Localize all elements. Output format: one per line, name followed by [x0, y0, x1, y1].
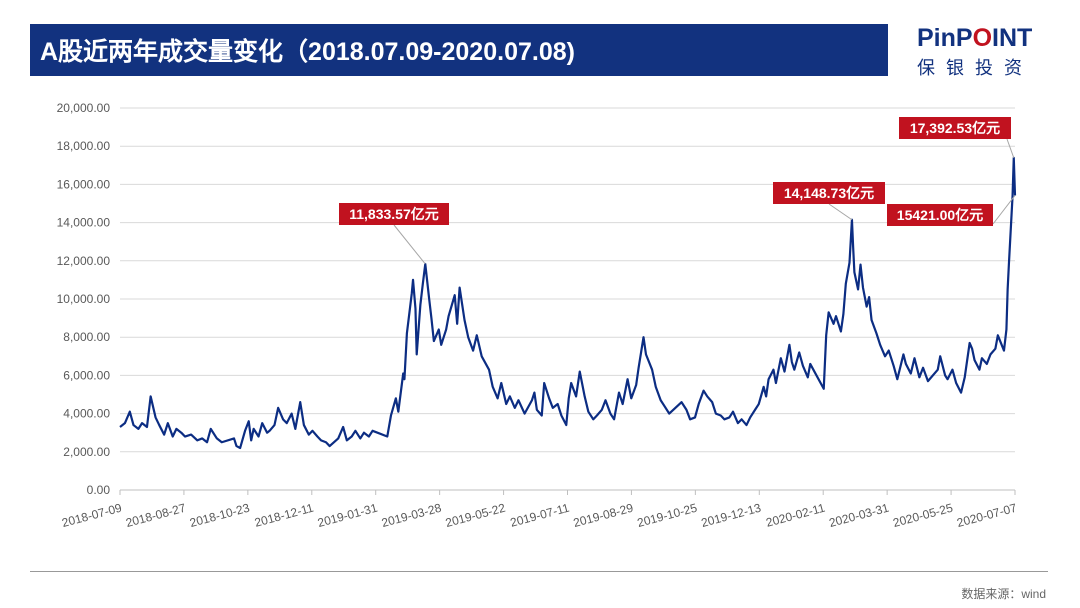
y-tick-label: 0.00: [87, 483, 111, 497]
title-bar: A股近两年成交量变化（2018.07.09-2020.07.08): [30, 24, 888, 76]
x-tick-label: 2020-05-25: [891, 501, 954, 530]
x-tick-label: 2018-10-23: [188, 501, 251, 530]
annotation-leader-line: [992, 195, 1016, 225]
annotation-leader-line: [1006, 138, 1015, 158]
series-line: [119, 156, 1017, 450]
annotation-label: 11,833.57亿元: [349, 206, 439, 222]
x-tick-label: 2020-03-31: [827, 501, 890, 530]
x-tick-label: 2019-10-25: [636, 501, 699, 530]
y-tick-label: 12,000.00: [57, 254, 111, 268]
x-tick-label: 2019-08-29: [572, 501, 635, 530]
x-tick-label: 2018-07-09: [60, 501, 123, 530]
x-tick-label: 2019-03-28: [380, 501, 443, 530]
y-tick-label: 16,000.00: [57, 177, 111, 191]
logo-subtitle: 保银投资: [917, 58, 1033, 79]
x-tick-label: 2018-08-27: [124, 501, 187, 530]
volume-line-chart: 0.00 2,000.00 4,000.00 6,000.00 8,000.00 10,0…: [57, 101, 1019, 530]
y-tick-label: 4,000.00: [63, 407, 110, 421]
y-tick-label: 8,000.00: [63, 330, 110, 344]
company-logo: PinPOINT 保银投资: [905, 22, 1055, 79]
y-tick-label: 18,000.00: [57, 139, 111, 153]
annotation-label: 15421.00亿元: [897, 207, 983, 223]
x-tick-label: 2018-12-11: [253, 501, 315, 530]
y-tick-label: 6,000.00: [63, 368, 110, 382]
x-tick-label: 2019-05-22: [444, 501, 507, 530]
x-tick-label: 2019-12-13: [700, 501, 763, 530]
annotation-box: [899, 117, 1011, 139]
annotation-label: 17,392.53亿元: [910, 120, 1000, 136]
chart-annotations: 11,833.57亿元 14,148.73亿元 17,392.53亿元 15421.0…: [339, 117, 1016, 265]
x-tick-label: 2020-02-11: [764, 501, 826, 530]
data-source-label: 数据来源：wind: [961, 587, 1046, 601]
y-tick-label: 2,000.00: [63, 445, 110, 459]
chart-series: [119, 156, 1017, 450]
logo-accent-letter: O: [972, 24, 993, 52]
annotation-box: [773, 182, 885, 204]
x-tick-label: 2019-01-31: [316, 501, 379, 530]
x-tick-label: 2019-07-11: [509, 501, 571, 530]
y-axis: 0.00 2,000.00 4,000.00 6,000.00 8,000.00 10,0…: [57, 101, 111, 497]
annotation-label: 14,148.73亿元: [784, 185, 874, 201]
x-tick-label: 2020-07-07: [955, 501, 1018, 530]
page-title: A股近两年成交量变化（2018.07.09-2020.07.08): [40, 38, 575, 66]
annotation-leader-line: [393, 224, 426, 265]
chart-gridlines: [120, 107, 1015, 491]
footer-divider: [30, 571, 1048, 572]
annotation-box: [339, 203, 449, 225]
x-axis: 2018-07-09 2018-08-27 2018-10-23 2018-12-11…: [60, 490, 1019, 530]
y-tick-label: 10,000.00: [57, 292, 111, 306]
y-tick-label: 20,000.00: [57, 101, 111, 115]
annotation-leader-line: [828, 203, 853, 221]
y-tick-label: 14,000.00: [57, 216, 111, 230]
annotation-box: [887, 204, 993, 226]
logo-wordmark: PinPOINT: [917, 24, 1033, 52]
